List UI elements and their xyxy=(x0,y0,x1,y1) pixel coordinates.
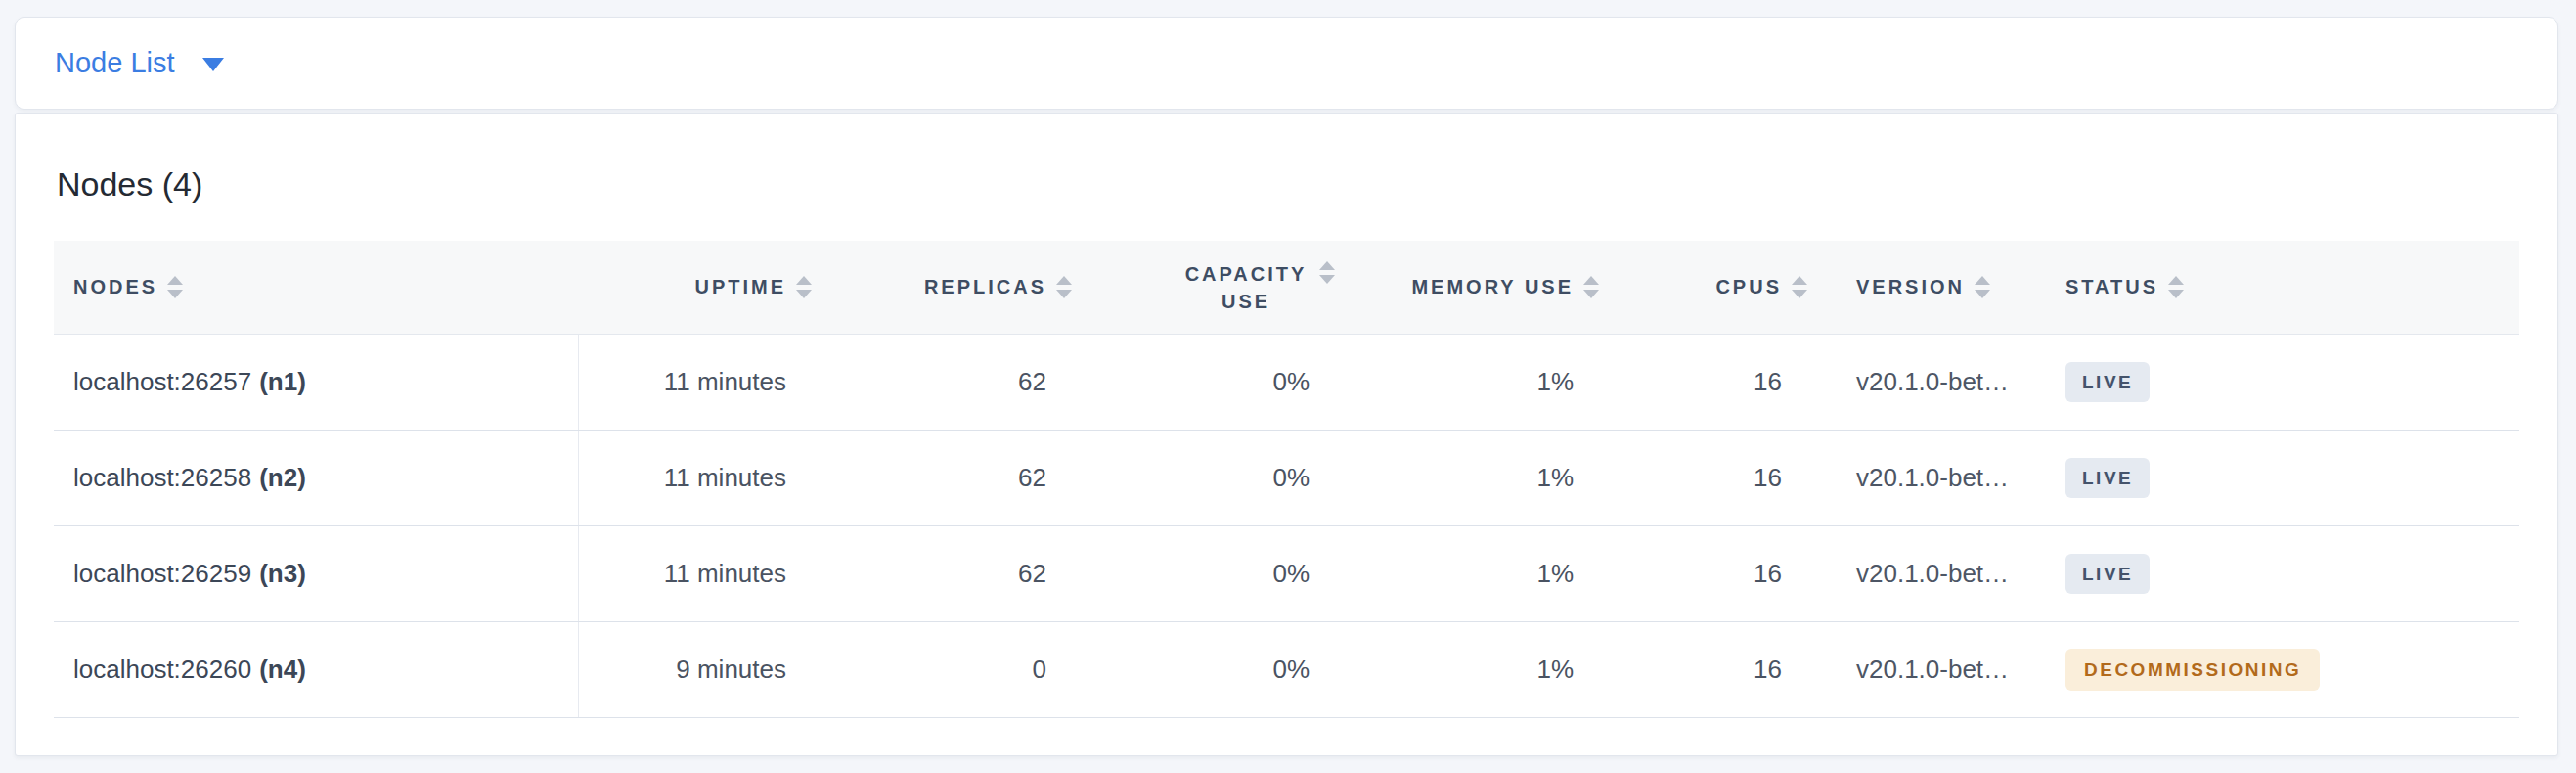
caret-down-icon xyxy=(202,58,224,71)
status-badge: LIVE xyxy=(2065,458,2150,498)
view-mode-dropdown[interactable]: Node List xyxy=(55,49,224,77)
column-header-nodes[interactable]: NODES xyxy=(54,241,579,334)
memory-use-cell: 1% xyxy=(1335,335,1599,430)
nodes-table-card: Nodes (4) NODES UPTIME REPLICAS CAPACITY… xyxy=(15,113,2558,756)
status-badge: DECOMMISSIONING xyxy=(2065,649,2320,691)
view-mode-label: Node List xyxy=(55,49,175,77)
column-header-replicas[interactable]: REPLICAS xyxy=(812,241,1072,334)
uptime-cell: 9 minutes xyxy=(579,622,812,717)
status-cell: LIVE xyxy=(2054,431,2519,525)
sort-icon[interactable] xyxy=(1792,276,1807,298)
sort-icon[interactable] xyxy=(796,276,812,298)
sort-icon[interactable] xyxy=(2168,276,2184,298)
capacity-use-cell: 0% xyxy=(1072,335,1335,430)
node-list-page: Node List Nodes (4) NODES UPTIME REPLICA… xyxy=(0,0,2576,773)
column-header-capacity-use[interactable]: CAPACITY USE xyxy=(1072,241,1335,334)
version-cell: v20.1.0-bet… xyxy=(1807,431,2054,525)
status-cell: LIVE xyxy=(2054,526,2519,621)
capacity-use-cell: 0% xyxy=(1072,526,1335,621)
replicas-cell: 0 xyxy=(812,622,1072,717)
cpus-cell: 16 xyxy=(1599,335,1807,430)
page-title: Nodes (4) xyxy=(54,114,2519,205)
version-cell: v20.1.0-bet… xyxy=(1807,622,2054,717)
node-address-cell: localhost:26258 (n2) xyxy=(54,431,579,525)
node-id: (n3) xyxy=(259,559,306,589)
cpus-cell: 16 xyxy=(1599,526,1807,621)
node-address-cell: localhost:26257 (n1) xyxy=(54,335,579,430)
uptime-cell: 11 minutes xyxy=(579,526,812,621)
version-cell: v20.1.0-bet… xyxy=(1807,526,2054,621)
capacity-use-cell: 0% xyxy=(1072,431,1335,525)
memory-use-cell: 1% xyxy=(1335,526,1599,621)
table-header-row: NODES UPTIME REPLICAS CAPACITY USE MEMOR… xyxy=(54,241,2519,335)
memory-use-cell: 1% xyxy=(1335,431,1599,525)
sort-icon[interactable] xyxy=(1056,276,1072,298)
node-row[interactable]: localhost:26257 (n1) 11 minutes 62 0% 1%… xyxy=(54,335,2519,431)
node-row[interactable]: localhost:26258 (n2) 11 minutes 62 0% 1%… xyxy=(54,431,2519,526)
cpus-cell: 16 xyxy=(1599,431,1807,525)
status-badge: LIVE xyxy=(2065,554,2150,594)
uptime-cell: 11 minutes xyxy=(579,431,812,525)
column-header-version[interactable]: VERSION xyxy=(1807,241,2054,334)
node-id: (n1) xyxy=(259,367,306,397)
sort-icon[interactable] xyxy=(1583,276,1599,298)
column-header-status[interactable]: STATUS xyxy=(2054,241,2519,334)
node-address-cell: localhost:26259 (n3) xyxy=(54,526,579,621)
view-selector-card: Node List xyxy=(15,17,2558,110)
table-body: localhost:26257 (n1) 11 minutes 62 0% 1%… xyxy=(54,335,2519,718)
node-id: (n2) xyxy=(259,463,306,493)
nodes-table: NODES UPTIME REPLICAS CAPACITY USE MEMOR… xyxy=(54,241,2519,718)
capacity-use-cell: 0% xyxy=(1072,622,1335,717)
sort-icon[interactable] xyxy=(1975,276,1990,298)
status-cell: LIVE xyxy=(2054,335,2519,430)
status-cell: DECOMMISSIONING xyxy=(2054,622,2519,717)
replicas-cell: 62 xyxy=(812,335,1072,430)
node-id: (n4) xyxy=(259,655,306,685)
column-header-memory-use[interactable]: MEMORY USE xyxy=(1335,241,1599,334)
replicas-cell: 62 xyxy=(812,431,1072,525)
version-cell: v20.1.0-bet… xyxy=(1807,335,2054,430)
sort-icon[interactable] xyxy=(167,276,183,298)
uptime-cell: 11 minutes xyxy=(579,335,812,430)
replicas-cell: 62 xyxy=(812,526,1072,621)
cpus-cell: 16 xyxy=(1599,622,1807,717)
column-header-cpus[interactable]: CPUS xyxy=(1599,241,1807,334)
status-badge: LIVE xyxy=(2065,362,2150,402)
sort-icon[interactable] xyxy=(1319,261,1335,284)
node-row[interactable]: localhost:26260 (n4) 9 minutes 0 0% 1% 1… xyxy=(54,622,2519,718)
memory-use-cell: 1% xyxy=(1335,622,1599,717)
node-row[interactable]: localhost:26259 (n3) 11 minutes 62 0% 1%… xyxy=(54,526,2519,622)
node-address-cell: localhost:26260 (n4) xyxy=(54,622,579,717)
column-header-uptime[interactable]: UPTIME xyxy=(579,241,812,334)
